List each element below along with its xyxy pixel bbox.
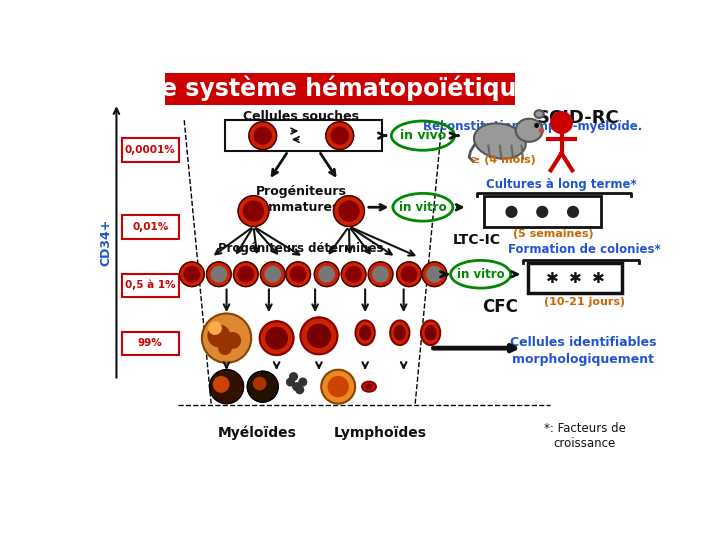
Circle shape [321,370,355,403]
Circle shape [551,112,572,133]
Circle shape [319,267,334,282]
Circle shape [331,127,348,144]
Ellipse shape [421,320,440,345]
Circle shape [266,327,287,349]
Text: ✱: ✱ [592,271,605,286]
Circle shape [326,122,354,150]
Text: 0,5 à 1%: 0,5 à 1% [125,280,176,291]
Circle shape [238,195,269,226]
Text: ✱: ✱ [569,271,582,286]
Text: (10-21 jours): (10-21 jours) [544,297,625,307]
Circle shape [300,318,338,354]
Circle shape [179,262,204,287]
Circle shape [219,342,231,354]
Text: ✱: ✱ [546,271,559,286]
Circle shape [537,206,548,217]
Text: ≥ (4 mois): ≥ (4 mois) [472,156,536,165]
Circle shape [261,262,285,287]
Circle shape [427,267,442,282]
Circle shape [213,377,229,392]
Circle shape [299,378,307,386]
Ellipse shape [425,325,437,340]
Circle shape [233,262,258,287]
Circle shape [249,122,276,150]
Text: Cultures à long terme*: Cultures à long terme* [486,178,637,191]
Circle shape [315,262,339,287]
Circle shape [328,377,348,397]
Circle shape [210,370,243,403]
Circle shape [333,195,364,226]
Circle shape [286,262,310,287]
Ellipse shape [356,320,375,345]
Circle shape [422,262,447,287]
FancyBboxPatch shape [484,197,600,227]
Text: Progéniteurs
immatures: Progéniteurs immatures [256,185,346,214]
Circle shape [339,201,359,221]
FancyBboxPatch shape [122,138,179,161]
Circle shape [254,127,271,144]
Circle shape [243,201,264,221]
Circle shape [248,372,278,402]
Circle shape [401,267,417,282]
Text: Cellules souches: Cellules souches [243,110,359,123]
Circle shape [225,333,240,348]
Circle shape [260,321,294,355]
Text: Lymphoïdes: Lymphoïdes [334,426,427,440]
Ellipse shape [394,325,406,340]
Text: CFC: CFC [482,298,518,316]
FancyBboxPatch shape [528,264,622,293]
FancyBboxPatch shape [122,332,179,355]
Text: in vivo: in vivo [400,129,446,142]
Circle shape [341,262,366,287]
FancyBboxPatch shape [225,120,382,151]
Circle shape [296,386,304,394]
FancyBboxPatch shape [122,274,179,296]
Circle shape [208,325,230,347]
Circle shape [368,262,393,287]
Ellipse shape [474,123,526,159]
Circle shape [253,377,266,390]
Circle shape [397,262,421,287]
Circle shape [211,267,227,282]
Text: 0,01%: 0,01% [132,222,168,232]
Text: Cellules identifiables
morphologiquement: Cellules identifiables morphologiquement [510,336,657,366]
Circle shape [287,378,294,386]
Circle shape [184,267,199,282]
Ellipse shape [390,320,410,345]
Text: in vitro: in vitro [399,201,446,214]
Ellipse shape [365,383,373,390]
Circle shape [506,206,517,217]
Text: Reconstitution lympho-myéloïde.: Reconstitution lympho-myéloïde. [423,120,642,133]
Circle shape [307,325,330,347]
Circle shape [202,314,251,363]
Text: Le système hématopoïétique: Le système hématopoïétique [146,76,533,102]
Circle shape [238,267,253,282]
FancyBboxPatch shape [122,215,179,239]
Circle shape [209,322,221,334]
Text: Myéloïdes: Myéloïdes [218,426,297,440]
Text: LTC-IC: LTC-IC [453,233,501,247]
Text: Formation de colonies*: Formation de colonies* [508,243,661,256]
Text: CD34+: CD34+ [99,218,112,266]
Ellipse shape [534,110,544,118]
Text: SCID-RC: SCID-RC [537,109,620,127]
Ellipse shape [516,119,543,142]
Circle shape [289,373,297,381]
Circle shape [265,267,281,282]
Ellipse shape [359,325,372,340]
Text: (5 semaines): (5 semaines) [513,229,594,239]
Circle shape [346,267,361,282]
Circle shape [373,267,388,282]
Text: 0,0001%: 0,0001% [125,145,176,155]
Text: *: Facteurs de
croissance: *: Facteurs de croissance [544,422,626,450]
Circle shape [293,383,300,390]
Circle shape [290,267,306,282]
Ellipse shape [362,382,376,392]
FancyBboxPatch shape [165,72,516,105]
Text: 99%: 99% [138,339,163,348]
Circle shape [567,206,578,217]
Text: Progéniteurs déterminés: Progéniteurs déterminés [218,241,384,254]
Circle shape [207,262,231,287]
Text: in vitro: in vitro [456,268,505,281]
